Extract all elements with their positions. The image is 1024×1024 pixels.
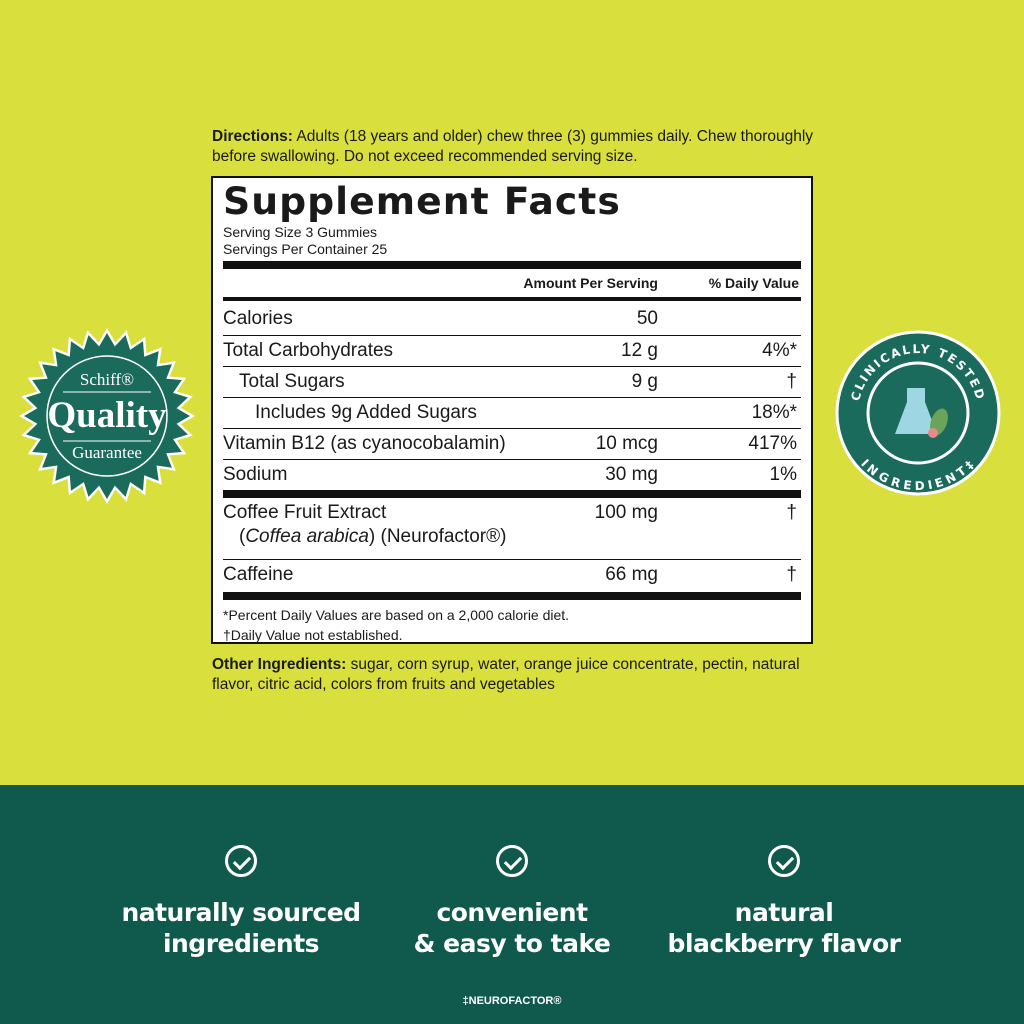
clinically-tested-badge: CLINICALLY TESTED INGREDIENT‡	[835, 330, 1001, 496]
facts-title: Supplement Facts	[223, 180, 621, 223]
table-row: Total Sugars 9 g †	[223, 366, 801, 397]
footnote-dv: *Percent Daily Values are based on a 2,0…	[223, 607, 570, 623]
divider	[223, 261, 801, 269]
directions-text: Adults (18 years and older) chew three (…	[212, 128, 814, 165]
servings-per-container: Servings Per Container 25	[223, 241, 388, 257]
divider	[223, 490, 801, 498]
dv-header: % Daily Value	[708, 275, 799, 291]
table-row: Calories 50	[223, 308, 658, 329]
check-circle-icon	[496, 845, 528, 877]
table-row: Total Carbohydrates 12 g 4%*	[223, 335, 801, 366]
footnote-dagger: †Daily Value not established.	[223, 627, 403, 643]
directions: Directions: Adults (18 years and older) …	[212, 127, 822, 167]
seal-main: Quality	[47, 395, 167, 436]
other-label: Other Ingredients:	[212, 656, 347, 673]
other-text: sugar, corn syrup, water, orange juice c…	[212, 656, 800, 693]
directions-label: Directions:	[212, 128, 293, 145]
other-ingredients: Other Ingredients: sugar, corn syrup, wa…	[212, 655, 832, 695]
check-circle-icon	[768, 845, 800, 877]
seal-brand: Schiff®	[80, 370, 134, 389]
supplement-facts-panel: Supplement Facts Serving Size 3 Gummies …	[211, 176, 813, 644]
serving-size: Serving Size 3 Gummies	[223, 224, 378, 240]
column-header: Amount Per Serving % Daily Value	[223, 272, 801, 294]
table-row: Sodium 30 mg 1%	[223, 459, 801, 490]
table-row: Includes 9g Added Sugars 18%*	[223, 397, 801, 428]
divider	[223, 297, 801, 301]
table-row: Caffeine 66 mg †	[223, 559, 801, 590]
feature-flavor: natural blackberry flavor	[634, 845, 934, 959]
feature-naturally-sourced: naturally sourced ingredients	[91, 845, 391, 959]
table-row: Vitamin B12 (as cyanocobalamin) 10 mcg 417…	[223, 428, 801, 459]
seal-sub: Guarantee	[72, 443, 142, 462]
flask-leaf-icon	[895, 388, 948, 438]
feature-convenient: convenient & easy to take	[362, 845, 662, 959]
check-circle-icon	[225, 845, 257, 877]
table-row: Coffee Fruit Extract (Coffea arabica) (Ne…	[223, 502, 797, 547]
quality-guarantee-seal: Schiff® Quality Guarantee	[19, 328, 195, 504]
divider	[223, 592, 801, 600]
amount-header: Amount Per Serving	[523, 275, 658, 291]
features-band: naturally sourced ingredients convenient &…	[0, 785, 1024, 1024]
footnote-neurofactor: ‡NEUROFACTOR®	[462, 995, 562, 1007]
